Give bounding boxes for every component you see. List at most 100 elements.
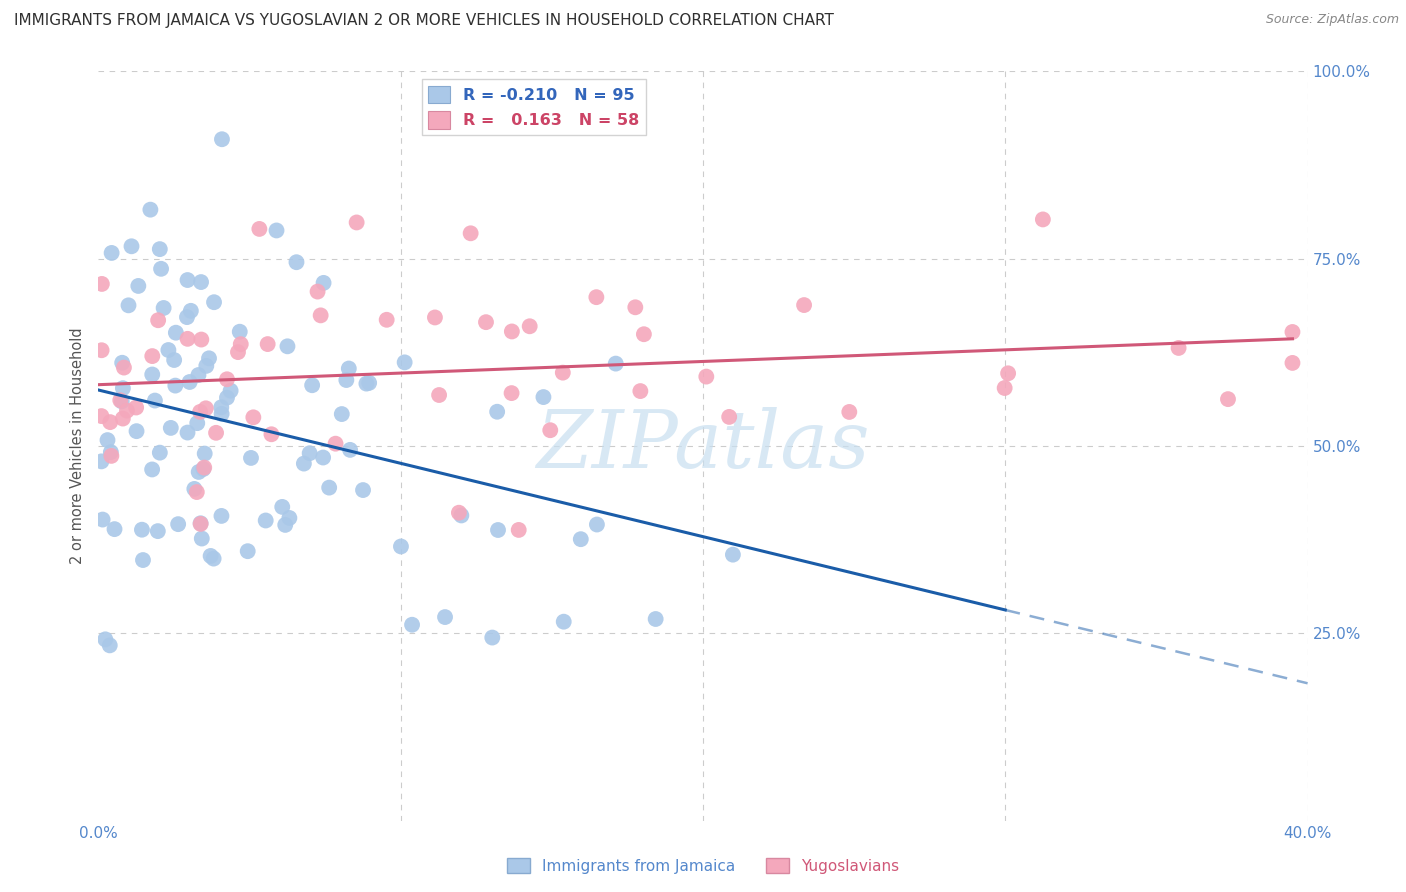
Point <box>423 310 446 325</box>
Point <box>176 425 198 440</box>
Point <box>519 319 541 334</box>
Point <box>307 285 329 299</box>
Point <box>215 372 238 386</box>
Point <box>301 378 323 392</box>
Point <box>194 401 217 416</box>
Point <box>312 450 335 465</box>
Point <box>141 368 163 382</box>
Point <box>236 544 259 558</box>
Point <box>131 523 153 537</box>
Point <box>191 532 214 546</box>
Point <box>176 310 198 325</box>
Point <box>125 424 148 438</box>
Point <box>633 327 655 342</box>
Point <box>624 300 647 314</box>
Point <box>150 261 173 276</box>
Point <box>266 223 288 237</box>
Point <box>202 295 225 310</box>
Point <box>994 381 1017 395</box>
Point <box>100 449 122 463</box>
Point <box>628 384 651 398</box>
Legend: Immigrants from Jamaica, Yugoslavians: Immigrants from Jamaica, Yugoslavians <box>501 852 905 880</box>
Point <box>695 369 717 384</box>
Point <box>98 638 121 652</box>
Point <box>176 332 198 346</box>
Point <box>274 517 297 532</box>
Point <box>94 632 117 647</box>
Point <box>450 508 472 523</box>
Point <box>475 315 498 329</box>
Point <box>219 384 242 398</box>
Point <box>309 309 332 323</box>
Point <box>585 290 607 304</box>
Point <box>335 373 357 387</box>
Point <box>90 454 112 468</box>
Point <box>183 482 205 496</box>
Point <box>427 388 450 402</box>
Point <box>193 462 215 476</box>
Point <box>226 345 249 359</box>
Point <box>337 361 360 376</box>
Point <box>165 378 187 392</box>
Point <box>312 276 335 290</box>
Point <box>229 325 252 339</box>
Point <box>96 433 118 447</box>
Point <box>256 337 278 351</box>
Point <box>481 631 503 645</box>
Point <box>186 485 208 500</box>
Point <box>176 273 198 287</box>
Point <box>179 375 201 389</box>
Point <box>117 298 139 312</box>
Point <box>486 405 509 419</box>
Point <box>163 353 186 368</box>
Point <box>271 500 294 514</box>
Text: IMMIGRANTS FROM JAMAICA VS YUGOSLAVIAN 2 OR MORE VEHICLES IN HOUSEHOLD CORRELATI: IMMIGRANTS FROM JAMAICA VS YUGOSLAVIAN 2… <box>14 13 834 29</box>
Point <box>100 246 122 260</box>
Point <box>127 279 149 293</box>
Point <box>110 393 132 408</box>
Point <box>644 612 666 626</box>
Point <box>508 523 530 537</box>
Point <box>718 409 741 424</box>
Legend: R = -0.210   N = 95, R =   0.163   N = 58: R = -0.210 N = 95, R = 0.163 N = 58 <box>422 79 645 135</box>
Point <box>90 343 112 358</box>
Point <box>190 275 212 289</box>
Text: Source: ZipAtlas.com: Source: ZipAtlas.com <box>1265 13 1399 27</box>
Point <box>90 409 112 423</box>
Point <box>721 548 744 562</box>
Point <box>215 391 238 405</box>
Point <box>98 415 121 429</box>
Point <box>200 549 222 563</box>
Point <box>330 407 353 421</box>
Point <box>339 442 361 457</box>
Point <box>111 356 134 370</box>
Point <box>139 202 162 217</box>
Point <box>157 343 180 357</box>
Point <box>434 610 457 624</box>
Point <box>146 313 169 327</box>
Point <box>91 512 114 526</box>
Point <box>188 405 211 419</box>
Point <box>111 411 134 425</box>
Point <box>247 222 270 236</box>
Point <box>346 215 368 229</box>
Point <box>143 393 166 408</box>
Point <box>209 401 232 415</box>
Point <box>165 326 187 340</box>
Point <box>276 339 298 353</box>
Point <box>141 349 163 363</box>
Point <box>141 462 163 476</box>
Point <box>605 357 627 371</box>
Point <box>501 386 523 401</box>
Point <box>793 298 815 312</box>
Point <box>553 615 575 629</box>
Point <box>359 376 381 390</box>
Point <box>533 390 555 404</box>
Point <box>190 333 212 347</box>
Point <box>389 540 412 554</box>
Point <box>146 524 169 538</box>
Point <box>103 522 125 536</box>
Point <box>1032 212 1054 227</box>
Point <box>211 508 233 523</box>
Point <box>401 617 423 632</box>
